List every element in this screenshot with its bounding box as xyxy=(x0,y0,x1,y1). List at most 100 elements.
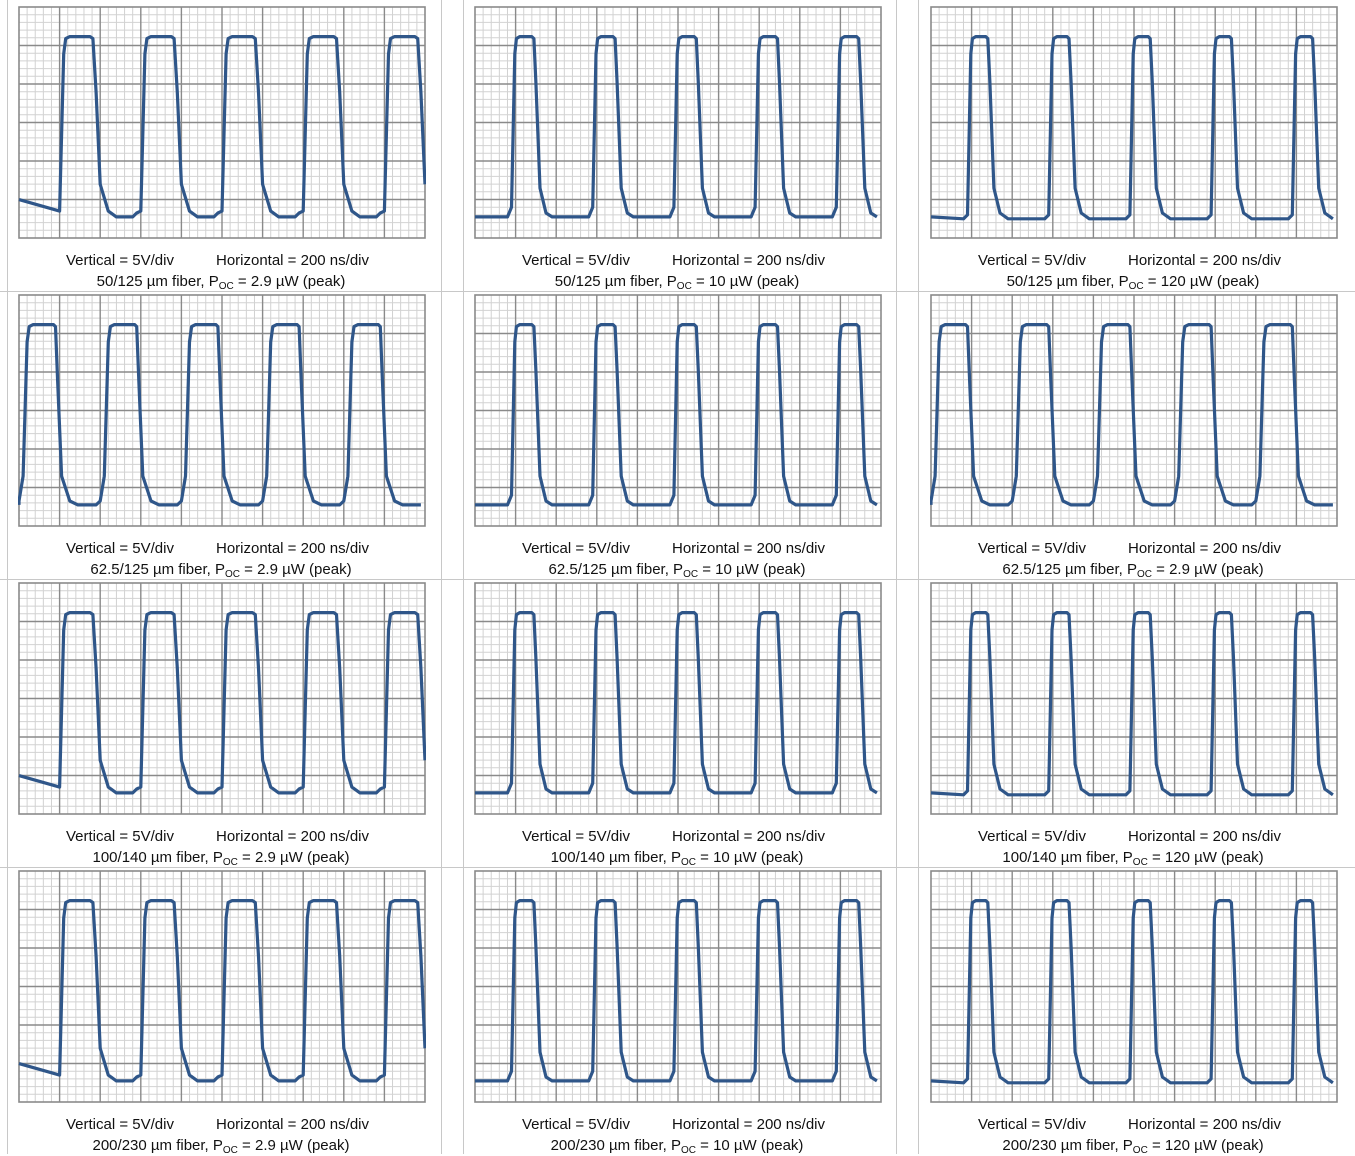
table-line xyxy=(7,0,8,1154)
waveform-trace xyxy=(18,35,426,219)
vertical-scale-label: Vertical = 5V/div xyxy=(522,1116,630,1133)
oscilloscope-plot xyxy=(474,870,882,1103)
fiber-caption: 50/125 µm fiber, POC = 120 µW (peak) xyxy=(930,273,1336,292)
fiber-label: 100/140 µm fiber, P xyxy=(92,849,223,866)
vertical-scale-label: Vertical = 5V/div xyxy=(522,828,630,845)
oscilloscope-plot xyxy=(930,870,1338,1103)
table-line xyxy=(896,0,897,1154)
horizontal-scale-label: Horizontal = 200 ns/div xyxy=(1127,828,1281,845)
fiber-label: 50/125 µm fiber, P xyxy=(1006,273,1129,290)
oscilloscope-plot xyxy=(18,870,426,1103)
oscilloscope-plot xyxy=(474,294,882,527)
fiber-caption: 200/230 µm fiber, POC = 2.9 µW (peak) xyxy=(18,1137,424,1156)
power-subscript: OC xyxy=(676,281,692,292)
horizontal-scale-label: Horizontal = 200 ns/div xyxy=(215,540,369,557)
waveform-trace xyxy=(475,899,878,1083)
fiber-caption: 50/125 µm fiber, POC = 10 µW (peak) xyxy=(474,273,880,292)
waveform-trace xyxy=(930,35,1334,221)
fiber-caption: 100/140 µm fiber, POC = 120 µW (peak) xyxy=(930,849,1336,868)
oscilloscope-plot xyxy=(18,6,426,239)
vertical-scale-label: Vertical = 5V/div xyxy=(66,828,174,845)
power-label: = 2.9 µW (peak) xyxy=(239,561,352,578)
horizontal-scale-label: Horizontal = 200 ns/div xyxy=(1127,252,1281,269)
vertical-scale-label: Vertical = 5V/div xyxy=(978,540,1086,557)
horizontal-scale-label: Horizontal = 200 ns/div xyxy=(671,828,825,845)
plot-frame xyxy=(474,582,882,815)
plot-frame xyxy=(18,6,426,239)
oscilloscope-plot xyxy=(930,294,1338,527)
horizontal-scale-label: Horizontal = 200 ns/div xyxy=(1127,1116,1281,1133)
plot-frame xyxy=(18,582,426,815)
oscilloscope-plot xyxy=(474,582,882,815)
horizontal-scale-label: Horizontal = 200 ns/div xyxy=(671,540,825,557)
vertical-scale-label: Vertical = 5V/div xyxy=(978,828,1086,845)
fiber-label: 200/230 µm fiber, P xyxy=(1002,1137,1133,1154)
fiber-label: 62.5/125 µm fiber, P xyxy=(90,561,225,578)
major-grid xyxy=(931,583,1337,814)
fiber-caption: 200/230 µm fiber, POC = 120 µW (peak) xyxy=(930,1137,1336,1156)
horizontal-scale-label: Horizontal = 200 ns/div xyxy=(671,252,825,269)
oscilloscope-plot xyxy=(474,6,882,239)
scale-caption: Vertical = 5V/div Horizontal = 200 ns/div xyxy=(978,1116,1281,1133)
vertical-scale-label: Vertical = 5V/div xyxy=(522,540,630,557)
fiber-caption: 50/125 µm fiber, POC = 2.9 µW (peak) xyxy=(18,273,424,292)
power-label: = 2.9 µW (peak) xyxy=(237,1137,350,1154)
plot-frame xyxy=(930,870,1338,1103)
vertical-scale-label: Vertical = 5V/div xyxy=(66,252,174,269)
power-label: = 2.9 µW (peak) xyxy=(1151,561,1264,578)
plot-frame xyxy=(474,6,882,239)
waveform-trace xyxy=(475,611,878,795)
power-label: = 10 µW (peak) xyxy=(698,561,806,578)
power-subscript: OC xyxy=(1132,857,1148,868)
table-line xyxy=(0,291,1355,292)
major-grid xyxy=(19,7,425,238)
scale-caption: Vertical = 5V/div Horizontal = 200 ns/div xyxy=(978,252,1281,269)
plot-frame xyxy=(18,870,426,1103)
horizontal-scale-label: Horizontal = 200 ns/div xyxy=(215,1116,369,1133)
fiber-label: 62.5/125 µm fiber, P xyxy=(1002,561,1137,578)
power-label: = 10 µW (peak) xyxy=(695,849,804,866)
power-label: = 10 µW (peak) xyxy=(695,1137,804,1154)
waveform-trace xyxy=(18,899,426,1083)
fiber-label: 100/140 µm fiber, P xyxy=(1002,849,1133,866)
horizontal-scale-label: Horizontal = 200 ns/div xyxy=(215,252,369,269)
vertical-scale-label: Vertical = 5V/div xyxy=(978,1116,1086,1133)
vertical-scale-label: Vertical = 5V/div xyxy=(522,252,630,269)
fiber-label: 200/230 µm fiber, P xyxy=(92,1137,223,1154)
power-subscript: OC xyxy=(218,281,234,292)
scale-caption: Vertical = 5V/div Horizontal = 200 ns/div xyxy=(522,252,825,269)
plot-frame xyxy=(474,294,882,527)
vertical-scale-label: Vertical = 5V/div xyxy=(978,252,1086,269)
fiber-label: 100/140 µm fiber, P xyxy=(550,849,681,866)
waveform-trace xyxy=(475,35,878,219)
table-line xyxy=(0,579,1355,580)
scale-caption: Vertical = 5V/div Horizontal = 200 ns/div xyxy=(66,828,369,845)
scale-caption: Vertical = 5V/div Horizontal = 200 ns/div xyxy=(522,1116,825,1133)
scale-caption: Vertical = 5V/div Horizontal = 200 ns/div xyxy=(66,1116,369,1133)
power-subscript: OC xyxy=(222,1145,238,1156)
fiber-label: 62.5/125 µm fiber, P xyxy=(548,561,684,578)
scale-caption: Vertical = 5V/div Horizontal = 200 ns/div xyxy=(522,540,825,557)
oscilloscope-plot xyxy=(18,294,426,527)
power-subscript: OC xyxy=(683,569,699,580)
power-subscript: OC xyxy=(680,1145,696,1156)
fiber-label: 50/125 µm fiber, P xyxy=(96,273,219,290)
waveform-trace xyxy=(18,323,421,507)
horizontal-scale-label: Horizontal = 200 ns/div xyxy=(1127,540,1281,557)
plot-frame xyxy=(930,294,1338,527)
waveform-trace xyxy=(930,611,1334,797)
oscilloscope-plot xyxy=(930,582,1338,815)
fiber-caption: 200/230 µm fiber, POC = 10 µW (peak) xyxy=(474,1137,880,1156)
oscilloscope-plot xyxy=(18,582,426,815)
plot-frame xyxy=(930,582,1338,815)
power-label: = 2.9 µW (peak) xyxy=(237,849,350,866)
power-label: = 120 µW (peak) xyxy=(1147,849,1264,866)
power-subscript: OC xyxy=(1128,281,1144,292)
waveform-trace xyxy=(930,899,1334,1085)
fiber-caption: 62.5/125 µm fiber, POC = 2.9 µW (peak) xyxy=(930,561,1336,580)
plot-frame xyxy=(474,870,882,1103)
table-line xyxy=(463,0,464,1154)
power-subscript: OC xyxy=(680,857,696,868)
fiber-caption: 100/140 µm fiber, POC = 10 µW (peak) xyxy=(474,849,880,868)
